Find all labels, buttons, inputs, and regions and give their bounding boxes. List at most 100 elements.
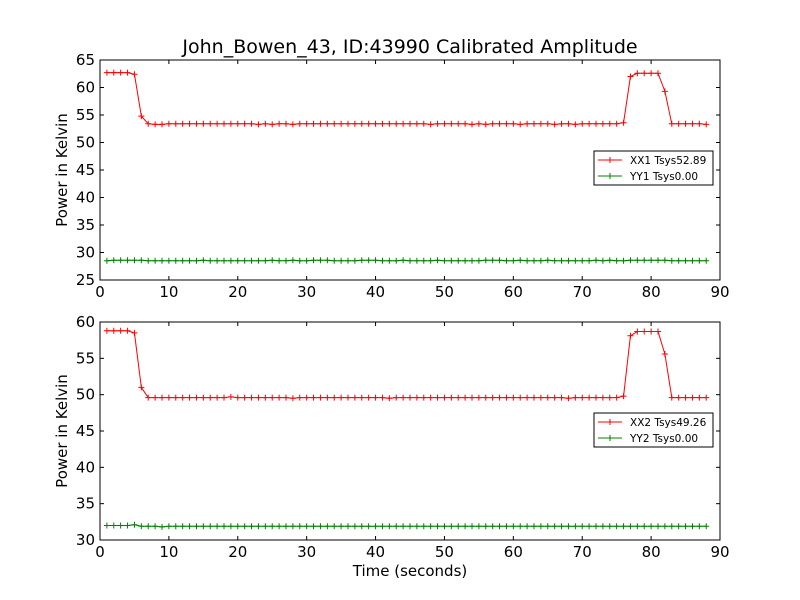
data-point [593,257,599,264]
data-point [599,257,606,264]
data-point [110,522,117,529]
data-point [634,523,641,530]
data-point [599,523,606,530]
data-point [386,523,393,530]
data-point [145,394,152,401]
y-axis-label: Power in Kelvin [53,374,71,488]
data-point [221,523,227,530]
data-point [221,394,227,401]
data-point [668,120,675,127]
y-tick-label: 50 [76,386,95,404]
data-point [469,121,475,128]
data-point [358,120,365,127]
data-point [393,523,400,530]
data-point [200,257,207,264]
data-point [386,120,393,127]
data-point [324,120,331,127]
data-point [379,523,386,530]
data-point [427,394,434,401]
data-point [703,257,710,264]
data-point [152,394,159,401]
data-point [248,120,255,127]
data-point [427,257,434,264]
data-point [379,394,386,401]
data-point [579,257,586,264]
data-point [489,394,496,401]
data-point [214,523,221,530]
data-point [696,394,703,401]
data-point [696,120,703,127]
x-tick-label: 90 [710,283,729,301]
x-tick-label: 50 [435,543,454,561]
data-point [462,394,469,401]
data-point [214,120,221,127]
data-point [613,120,620,127]
data-point [207,394,214,401]
data-point [448,257,455,264]
data-point [145,523,152,530]
data-point [551,523,558,530]
data-point [262,394,269,401]
data-point [131,329,138,336]
x-tick-label: 40 [366,283,385,301]
x-tick-label: 70 [573,543,592,561]
x-tick-label: 30 [297,543,316,561]
data-point [221,120,227,127]
data-point [200,120,207,127]
data-point [558,120,565,127]
data-point [296,257,303,264]
data-point [606,394,613,401]
y-axis-label: Power in Kelvin [53,113,71,227]
data-point [469,257,475,264]
data-point [303,120,310,127]
data-point [641,328,648,335]
data-point [338,257,345,264]
data-point [475,257,482,264]
data-point [152,257,159,264]
data-point [551,394,558,401]
data-point [503,257,510,264]
data-point [606,120,613,127]
data-point [448,523,455,530]
data-point [165,257,172,264]
data-point [310,394,317,401]
data-point [172,523,179,530]
data-point [531,394,537,401]
data-point [455,257,462,264]
data-point [400,120,407,127]
subplot-1: 0 10 20 30 40 50 60 70 80 90 25 30 35 40 45 50 55 60 65 Pow… [53,51,730,301]
series-line [106,259,707,262]
legend-marker [607,419,613,425]
data-point [152,121,159,128]
data-point [586,523,593,530]
data-point [131,71,138,78]
data-point [682,523,689,530]
data-point [524,394,531,401]
data-point [193,394,200,401]
data-point [531,523,537,530]
data-point [496,394,503,401]
y-tick-label: 35 [76,216,95,234]
data-point [303,523,310,530]
data-point [537,523,544,530]
data-point [262,523,269,530]
data-point [627,523,634,530]
data-point [241,120,248,127]
data-point [579,120,586,127]
data-point [365,394,372,401]
data-point [641,523,648,530]
legend-box [593,150,714,186]
data-point [179,523,186,530]
data-point [159,257,165,264]
data-point [117,69,124,76]
data-point [276,394,283,401]
data-point [165,120,172,127]
data-point [117,327,124,334]
data-point [648,328,655,335]
data-point [420,120,427,127]
data-point [345,394,351,401]
data-point [648,257,655,264]
x-tick-label: 70 [573,283,592,301]
data-point [255,257,262,264]
